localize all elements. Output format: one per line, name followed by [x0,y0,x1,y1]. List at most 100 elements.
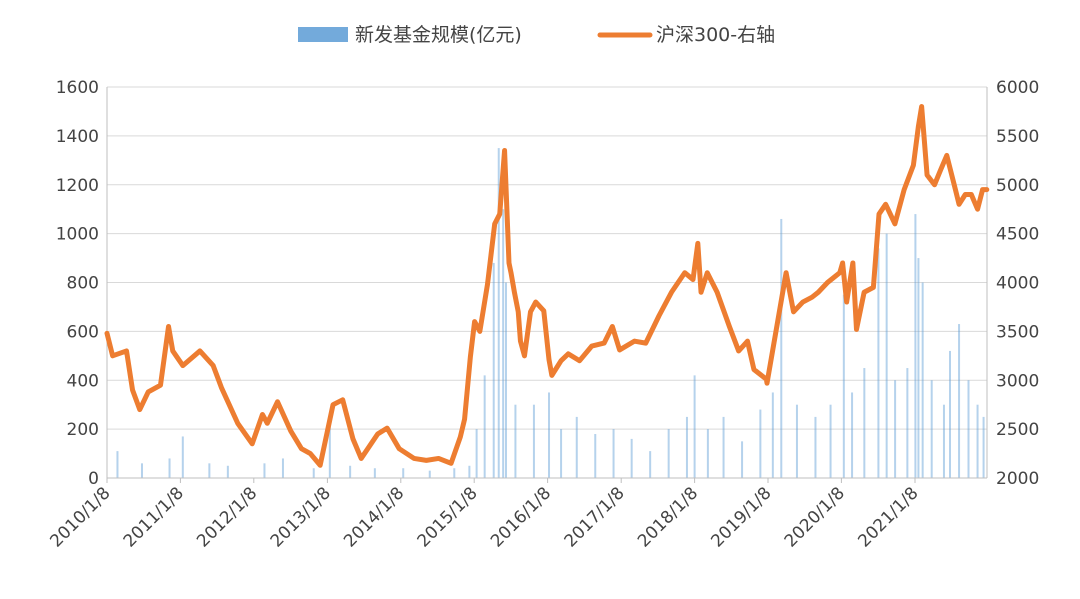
line-point [529,310,533,314]
line-point [341,398,345,402]
bar [795,404,798,478]
bar [594,434,597,478]
line-point [884,202,888,206]
line-point [841,261,845,265]
line-point [602,341,606,345]
line-point [503,149,507,153]
left-axis-ticks: 0 200 400 600 800 1000 1200 1400 1600 [56,78,99,489]
bar [475,429,478,479]
line-point [902,188,906,192]
line-point [705,271,709,275]
bar [982,416,985,478]
bar [532,404,535,478]
bar [328,414,331,478]
x-tick-label: 2019/1/8 [707,483,775,551]
bar [780,218,783,478]
line-point [412,456,416,460]
line-point [893,222,897,226]
line-point [138,408,142,412]
left-tick-label: 1400 [56,127,99,147]
line-point [516,310,520,314]
line-point [512,290,516,294]
line-point [920,105,924,109]
legend-line-label: 沪深300-右轴 [656,24,775,46]
bar [612,429,615,479]
left-tick-label: 0 [88,469,99,489]
line-point [632,339,636,343]
left-tick-label: 800 [67,274,99,294]
right-tick-label: 5000 [996,176,1039,196]
bar [930,380,933,478]
bar [560,429,563,479]
bar [281,458,284,478]
line-point [696,241,700,245]
legend-bar-label: 新发基金规模(亿元) [355,24,522,46]
line-point [939,168,943,172]
line-point [260,412,264,416]
bar [942,404,945,478]
bar [958,324,961,478]
line-point [485,282,489,286]
line-point [550,373,554,377]
bar [863,368,866,478]
line-point [385,426,389,430]
bar [722,416,725,478]
x-axis-ticks: 2010/1/8 2011/1/8 2012/1/8 2013/1/8 2014/1/8… [46,478,923,552]
x-tick-label: 2021/1/8 [854,483,922,551]
left-tick-label: 600 [67,322,99,342]
bar [116,451,119,478]
bar [483,375,486,478]
line-point [764,377,768,381]
line-point [610,324,614,328]
csi300-line [104,104,990,468]
line-point [509,271,513,275]
line-point [181,364,185,368]
line-point [359,456,363,460]
line-point [854,327,858,331]
line-point [507,261,511,265]
bar [468,465,471,478]
bar [885,233,888,479]
line-point [776,320,780,324]
left-tick-label: 400 [67,371,99,391]
bar [667,429,670,479]
line-point [691,278,695,282]
bar [263,463,266,478]
line-point [289,429,293,433]
bar [771,392,774,478]
line-point [816,290,820,294]
line-point [862,290,866,294]
bar [906,368,909,478]
line-point [727,324,731,328]
line-point [792,310,796,314]
x-tick-label: 2018/1/8 [634,483,702,551]
bar [649,451,652,478]
bar [949,350,951,478]
bar [168,458,171,478]
x-tick-label: 2017/1/8 [561,483,629,551]
line-point [851,261,855,265]
line-point [953,188,957,192]
line-point [976,207,980,211]
left-tick-label: 1600 [56,78,99,98]
line-point [957,202,961,206]
line-point [877,212,881,216]
right-tick-label: 3000 [996,371,1039,391]
bar [226,465,229,478]
line-point [683,271,687,275]
left-tick-label: 1000 [56,225,99,245]
x-tick-label: 2013/1/8 [267,483,335,551]
line-point [916,124,920,128]
bar [140,463,143,478]
line-point [463,417,467,421]
line-point [522,354,526,358]
line-point [171,349,175,353]
line-point [265,421,269,425]
line-point [945,153,949,157]
bar [349,465,352,478]
line-point [985,188,989,192]
bar [851,392,854,478]
bar [630,438,633,478]
line-point [925,173,929,177]
